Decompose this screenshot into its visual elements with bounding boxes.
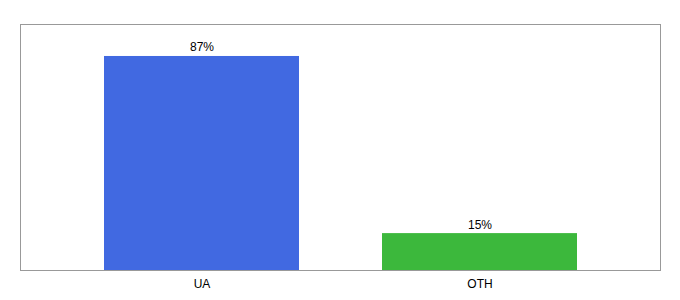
svg-text:87%: 87% xyxy=(190,40,214,54)
svg-text:OTH: OTH xyxy=(467,277,492,291)
svg-text:UA: UA xyxy=(194,277,211,291)
svg-text:15%: 15% xyxy=(468,218,492,232)
